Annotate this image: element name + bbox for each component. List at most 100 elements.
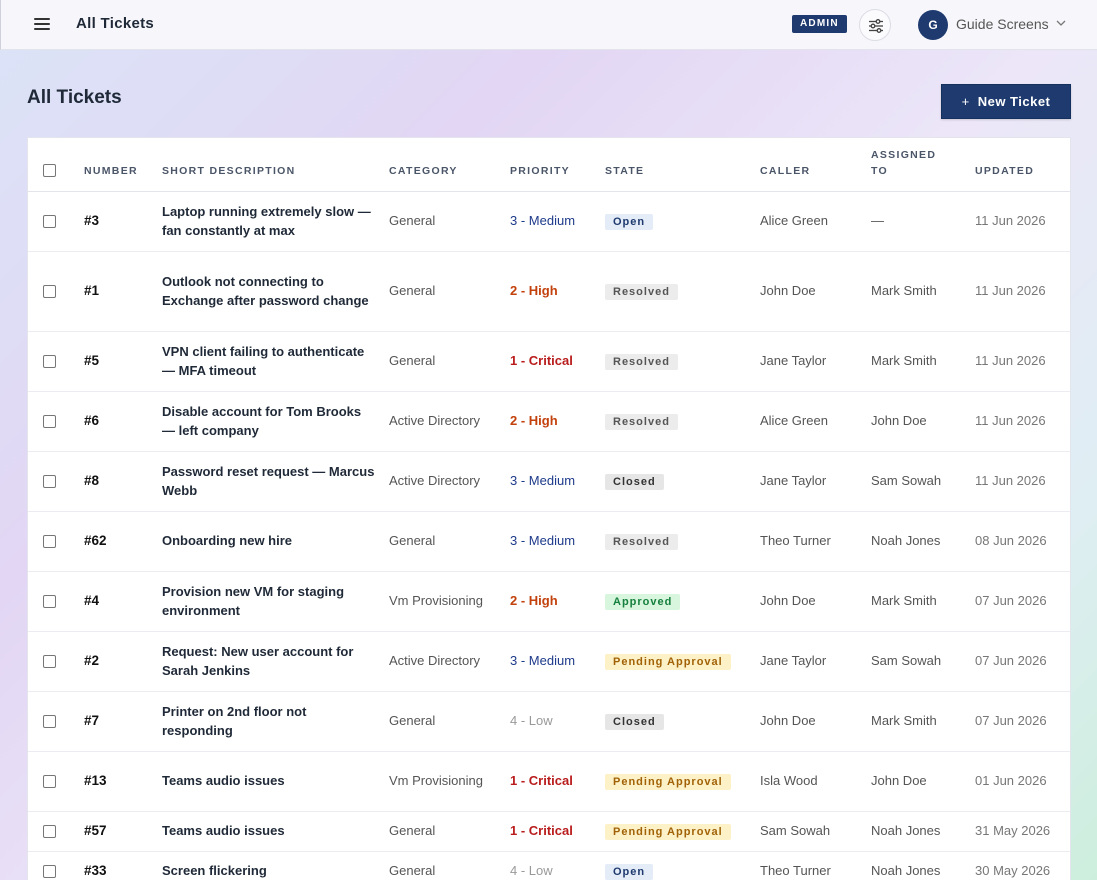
row-checkbox[interactable]: [43, 214, 56, 228]
new-ticket-button[interactable]: + New Ticket: [941, 84, 1071, 119]
row-checkbox[interactable]: [43, 414, 56, 428]
ticket-caller: John Doe: [760, 251, 871, 332]
settings-sliders-button[interactable]: [859, 9, 891, 41]
ticket-number[interactable]: #4: [84, 571, 162, 632]
ticket-description[interactable]: Printer on 2nd floor not responding: [162, 691, 389, 752]
ticket-description[interactable]: VPN client failing to authenticate — MFA…: [162, 331, 389, 392]
ticket-assigned-to: Mark Smith: [871, 571, 975, 632]
table-row[interactable]: #3 Laptop running extremely slow — fan co…: [28, 191, 1070, 252]
table-row[interactable]: #2 Request: New user account for Sarah Je…: [28, 631, 1070, 692]
ticket-category: Vm Provisioning: [389, 571, 510, 632]
table-row[interactable]: #62 Onboarding new hire General 3 - Medium R…: [28, 511, 1070, 572]
ticket-number[interactable]: #3: [84, 191, 162, 252]
ticket-caller: Alice Green: [760, 191, 871, 252]
column-header-priority[interactable]: PRIORITY: [510, 138, 605, 192]
row-checkbox[interactable]: [43, 354, 56, 368]
ticket-description[interactable]: Teams audio issues: [162, 751, 389, 812]
row-checkbox[interactable]: [43, 654, 56, 668]
ticket-description[interactable]: Teams audio issues: [162, 811, 389, 852]
assigned-header-line2: TO: [871, 164, 888, 177]
table-header-row: NUMBER SHORT DESCRIPTION CATEGORY PRIORI…: [28, 138, 1070, 192]
ticket-category: General: [389, 331, 510, 392]
ticket-number[interactable]: #57: [84, 811, 162, 852]
assigned-header-line1: ASSIGNED: [871, 148, 937, 161]
ticket-number[interactable]: #62: [84, 511, 162, 572]
ticket-category: General: [389, 811, 510, 852]
row-checkbox[interactable]: [43, 594, 56, 608]
row-checkbox[interactable]: [43, 474, 56, 488]
ticket-assigned-to: Sam Sowah: [871, 631, 975, 692]
table-row[interactable]: #8 Password reset request — Marcus Webb Ac…: [28, 451, 1070, 512]
chevron-down-icon[interactable]: [1055, 18, 1067, 28]
ticket-updated: 07 Jun 2026: [975, 691, 1070, 752]
ticket-caller: Jane Taylor: [760, 451, 871, 512]
row-checkbox[interactable]: [43, 824, 56, 838]
ticket-description[interactable]: Request: New user account for Sarah Jenk…: [162, 631, 389, 692]
ticket-category: General: [389, 191, 510, 252]
ticket-assigned-to: Noah Jones: [871, 851, 975, 880]
ticket-number[interactable]: #13: [84, 751, 162, 812]
ticket-number[interactable]: #8: [84, 451, 162, 512]
ticket-caller: John Doe: [760, 691, 871, 752]
ticket-priority: 3 - Medium: [510, 631, 605, 692]
state-badge: Closed: [605, 474, 664, 491]
table-row[interactable]: #7 Printer on 2nd floor not responding Gen…: [28, 691, 1070, 752]
menu-icon[interactable]: [34, 18, 50, 30]
row-checkbox[interactable]: [43, 714, 56, 728]
column-header-description[interactable]: SHORT DESCRIPTION: [162, 138, 389, 192]
column-header-number[interactable]: NUMBER: [84, 138, 162, 192]
ticket-description[interactable]: Laptop running extremely slow — fan cons…: [162, 191, 389, 252]
ticket-caller: Theo Turner: [760, 511, 871, 572]
table-row[interactable]: #33 Screen flickering General 4 - Low Open Th…: [28, 851, 1070, 880]
state-badge: Pending Approval: [605, 654, 731, 671]
ticket-caller: John Doe: [760, 571, 871, 632]
ticket-caller: Isla Wood: [760, 751, 871, 812]
state-badge: Pending Approval: [605, 774, 731, 791]
column-header-updated[interactable]: UPDATED: [975, 138, 1070, 192]
ticket-description[interactable]: Screen flickering: [162, 851, 389, 880]
row-checkbox[interactable]: [43, 534, 56, 548]
user-name[interactable]: Guide Screens: [956, 16, 1049, 32]
table-row[interactable]: #5 VPN client failing to authenticate — M…: [28, 331, 1070, 392]
table-row[interactable]: #1 Outlook not connecting to Exchange aft…: [28, 251, 1070, 332]
ticket-assigned-to: Mark Smith: [871, 331, 975, 392]
ticket-priority: 4 - Low: [510, 851, 605, 880]
table-row[interactable]: #13 Teams audio issues Vm Provisioning 1 - …: [28, 751, 1070, 812]
ticket-category: General: [389, 851, 510, 880]
sliders-icon: [869, 19, 883, 33]
ticket-updated: 11 Jun 2026: [975, 251, 1070, 332]
ticket-updated: 11 Jun 2026: [975, 331, 1070, 392]
row-checkbox[interactable]: [43, 284, 56, 298]
ticket-category: General: [389, 511, 510, 572]
ticket-number[interactable]: #6: [84, 391, 162, 452]
ticket-description[interactable]: Disable account for Tom Brooks — left co…: [162, 391, 389, 452]
select-all-checkbox[interactable]: [43, 163, 56, 177]
column-header-caller[interactable]: CALLER: [760, 138, 871, 192]
table-row[interactable]: #57 Teams audio issues General 1 - Critical…: [28, 811, 1070, 852]
ticket-priority: 1 - Critical: [510, 811, 605, 852]
app-title: All Tickets: [76, 15, 155, 32]
column-header-assigned-to[interactable]: ASSIGNED TO: [871, 138, 975, 192]
table-row[interactable]: #4 Provision new VM for staging environme…: [28, 571, 1070, 632]
column-header-category[interactable]: CATEGORY: [389, 138, 510, 192]
ticket-number[interactable]: #5: [84, 331, 162, 392]
ticket-description[interactable]: Provision new VM for staging environment: [162, 571, 389, 632]
ticket-assigned-to: Mark Smith: [871, 691, 975, 752]
state-badge: Closed: [605, 714, 664, 731]
ticket-number[interactable]: #7: [84, 691, 162, 752]
ticket-number[interactable]: #2: [84, 631, 162, 692]
table-row[interactable]: #6 Disable account for Tom Brooks — left …: [28, 391, 1070, 452]
user-avatar[interactable]: G: [918, 10, 948, 40]
ticket-priority: 4 - Low: [510, 691, 605, 752]
row-checkbox[interactable]: [43, 774, 56, 788]
row-checkbox[interactable]: [43, 864, 56, 878]
ticket-number[interactable]: #33: [84, 851, 162, 880]
ticket-description[interactable]: Onboarding new hire: [162, 511, 389, 572]
state-badge: Resolved: [605, 354, 678, 371]
ticket-priority: 1 - Critical: [510, 331, 605, 392]
column-header-state[interactable]: STATE: [605, 138, 760, 192]
ticket-number[interactable]: #1: [84, 251, 162, 332]
ticket-assigned-to: —: [871, 191, 975, 252]
ticket-description[interactable]: Outlook not connecting to Exchange after…: [162, 251, 389, 332]
ticket-description[interactable]: Password reset request — Marcus Webb: [162, 451, 389, 512]
